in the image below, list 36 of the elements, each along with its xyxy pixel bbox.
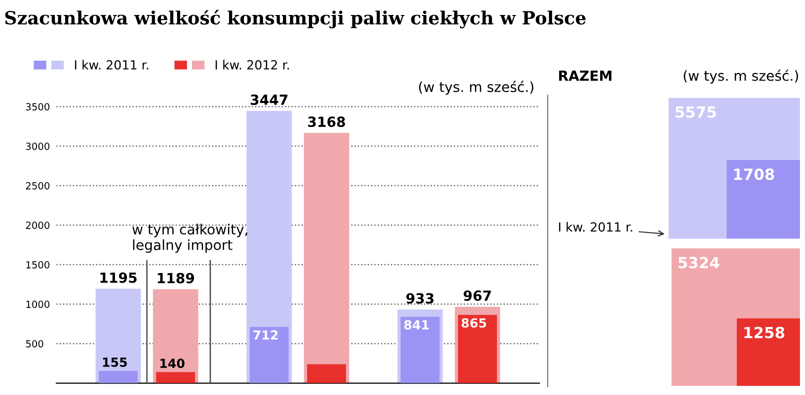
bar bbox=[400, 316, 440, 384]
bar bbox=[458, 314, 497, 384]
text: I kw. 2011 r. bbox=[559, 222, 632, 232]
data-label: 865 bbox=[462, 318, 486, 328]
legend-label: I kw. 2011 r. bbox=[75, 60, 148, 70]
data-label: 841 bbox=[404, 320, 429, 330]
bar bbox=[250, 326, 289, 384]
y-tick-label: 3500 bbox=[26, 103, 50, 110]
data-label: 3447 bbox=[250, 94, 288, 105]
bar bbox=[156, 372, 196, 384]
data-label: 1258 bbox=[744, 326, 784, 338]
y-tick-label: 1500 bbox=[26, 261, 50, 268]
data-label: 1195 bbox=[100, 272, 137, 283]
bar bbox=[98, 370, 138, 384]
data-label: 712 bbox=[253, 330, 278, 340]
y-tick-label: 2000 bbox=[26, 222, 50, 229]
bar bbox=[307, 364, 346, 384]
data-label: 5324 bbox=[678, 256, 720, 268]
bar bbox=[304, 132, 350, 384]
data-label: 3168 bbox=[308, 116, 345, 128]
annotation: w tym całkowity, legalny import bbox=[132, 224, 248, 253]
y-tick-label: 2500 bbox=[26, 182, 50, 190]
data-label: 155 bbox=[103, 358, 127, 367]
y-tick-label: 500 bbox=[26, 340, 44, 348]
data-label: 933 bbox=[406, 293, 434, 304]
legend-label: I kw. 2012 r. bbox=[216, 60, 289, 70]
data-label: 140 bbox=[160, 358, 184, 368]
data-label: 1708 bbox=[734, 168, 774, 180]
y-tick-label: 1000 bbox=[26, 300, 50, 308]
text: RAZEM bbox=[559, 70, 612, 81]
chart-subtitle: (w tys. m sześć.) bbox=[419, 80, 534, 95]
y-tick-label: 3000 bbox=[26, 142, 50, 150]
data-label: 967 bbox=[464, 290, 491, 301]
data-label: 1189 bbox=[158, 272, 194, 284]
text: (w tys. m sześć.) bbox=[684, 70, 798, 84]
chart-title: Szacunkowa wielkość konsumpcji paliw ciekłych w Polsce bbox=[5, 10, 586, 28]
